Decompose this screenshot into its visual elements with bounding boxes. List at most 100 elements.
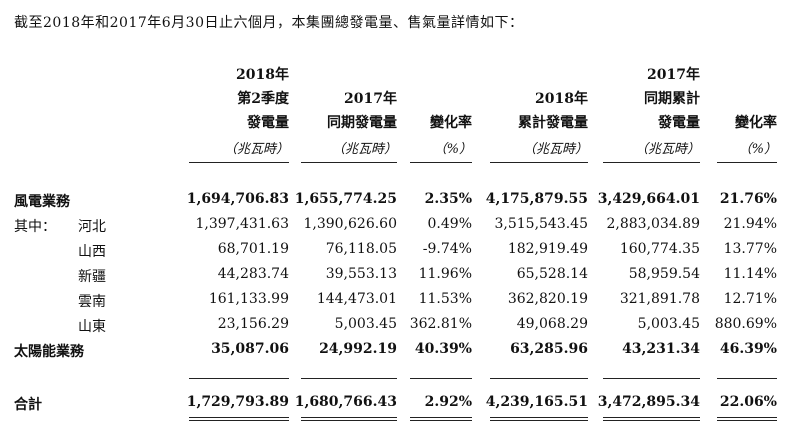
- header-rule-c2: [301, 162, 397, 163]
- cell-xinjiang-c6: 11.14%: [723, 266, 777, 282]
- cell-shandong-c3: 362.81%: [409, 316, 472, 332]
- table-row-xinjiang: 新疆 44,283.74 39,553.13 11.96% 65,528.14 …: [0, 266, 800, 288]
- cell-xinjiang-c1: 44,283.74: [217, 266, 289, 282]
- header-rule-c4: [490, 162, 588, 163]
- header-rule-c6: [717, 162, 777, 163]
- header-rule-c1: [189, 162, 289, 163]
- cell-shanxi-c3: -9.74%: [422, 241, 472, 257]
- cell-yunnan-c1: 161,133.99: [208, 291, 289, 307]
- cell-xinjiang-c4: 65,528.14: [516, 266, 588, 282]
- cell-hebei-c3: 0.49%: [427, 216, 472, 232]
- cell-xinjiang-c3: 11.96%: [418, 266, 472, 282]
- cell-solar-c6: 46.39%: [719, 341, 777, 357]
- cell-wind-c4: 4,175,879.55: [485, 191, 588, 207]
- total-double-rule-c4b: [490, 420, 588, 421]
- cell-total-c4: 4,239,165.51: [485, 394, 588, 410]
- total-double-rule-c5b: [603, 420, 700, 421]
- total-top-rule-c3: [410, 378, 472, 379]
- cell-shanxi-c4: 182,919.49: [507, 241, 588, 257]
- cell-hebei-c2: 1,390,626.60: [303, 216, 397, 232]
- cell-total-c5: 3,472,895.34: [597, 394, 700, 410]
- total-double-rule-c3b: [410, 420, 472, 421]
- unit-c1: （兆瓦時）: [223, 142, 289, 157]
- cell-yunnan-c4: 362,820.19: [507, 291, 588, 307]
- row-label-hebei: 河北: [78, 219, 106, 235]
- cell-shandong-c4: 49,068.29: [516, 316, 588, 332]
- header-c5-line1: 2017年: [647, 67, 700, 83]
- intro-text: 截至2018年和2017年6月30日止六個月，本集團總發電量、售氣量詳情如下：: [14, 15, 524, 31]
- cell-wind-c2: 1,655,774.25: [294, 191, 397, 207]
- total-top-rule-c2: [301, 378, 397, 379]
- cell-solar-c1: 35,087.06: [211, 341, 289, 357]
- header-c2-line1: 2017年: [344, 91, 397, 107]
- cell-total-c2: 1,680,766.43: [294, 394, 397, 410]
- header-c5-line2: 同期累計: [644, 91, 700, 107]
- table-row-shanxi: 山西 68,701.19 76,118.05 -9.74% 182,919.49…: [0, 241, 800, 263]
- header-c3-line1: 變化率: [430, 115, 472, 131]
- cell-shanxi-c5: 160,774.35: [619, 241, 700, 257]
- cell-total-c1: 1,729,793.89: [186, 394, 289, 410]
- cell-xinjiang-c5: 58,959.54: [628, 266, 700, 282]
- total-double-rule-c4a: [490, 417, 588, 418]
- cell-hebei-c6: 21.94%: [723, 216, 777, 232]
- table-row-total: 合計 1,729,793.89 1,680,766.43 2.92% 4,239…: [0, 394, 800, 416]
- row-label-xinjiang: 新疆: [78, 269, 106, 285]
- cell-solar-c5: 43,231.34: [622, 341, 700, 357]
- header-c5-line3: 發電量: [658, 115, 700, 131]
- cell-shandong-c1: 23,156.29: [217, 316, 289, 332]
- total-top-rule-c1: [189, 378, 289, 379]
- cell-shandong-c6: 880.69%: [714, 316, 777, 332]
- total-top-rule-c5: [603, 378, 700, 379]
- cell-hebei-c4: 3,515,543.45: [494, 216, 588, 232]
- total-double-rule-c1a: [189, 417, 289, 418]
- header-c4-line1: 2018年: [535, 91, 588, 107]
- cell-solar-c2: 24,992.19: [319, 341, 397, 357]
- table-row-hebei: 其中： 河北 1,397,431.63 1,390,626.60 0.49% 3…: [0, 216, 800, 238]
- row-label-solar: 太陽能業務: [14, 344, 84, 360]
- cell-hebei-c1: 1,397,431.63: [195, 216, 289, 232]
- row-label-yunnan: 雲南: [78, 294, 106, 310]
- table-row-solar: 太陽能業務 35,087.06 24,992.19 40.39% 63,285.…: [0, 341, 800, 363]
- cell-total-c6: 22.06%: [719, 394, 777, 410]
- header-c1-line2: 第2季度: [237, 91, 289, 107]
- table-row-shandong: 山東 23,156.29 5,003.45 362.81% 49,068.29 …: [0, 316, 800, 338]
- row-label-wind: 風電業務: [14, 194, 70, 210]
- header-rule-c5: [603, 162, 700, 163]
- unit-c2: （兆瓦時）: [331, 142, 397, 157]
- row-label-shandong: 山東: [78, 319, 106, 335]
- header-c1-line3: 發電量: [247, 115, 289, 131]
- cell-wind-c6: 21.76%: [719, 191, 777, 207]
- total-double-rule-c1b: [189, 420, 289, 421]
- total-double-rule-c3a: [410, 417, 472, 418]
- header-c2-line2: 同期發電量: [327, 115, 397, 131]
- total-double-rule-c2a: [301, 417, 397, 418]
- cell-shandong-c5: 5,003.45: [637, 316, 700, 332]
- unit-c6: （%）: [738, 142, 777, 157]
- row-prefix-of-which: 其中：: [14, 219, 56, 235]
- cell-xinjiang-c2: 39,553.13: [325, 266, 397, 282]
- row-label-total: 合計: [14, 397, 42, 413]
- cell-wind-c5: 3,429,664.01: [597, 191, 700, 207]
- header-rule-c3: [410, 162, 472, 163]
- total-double-rule-c6b: [717, 420, 777, 421]
- header-c4-line2: 累計發電量: [518, 115, 588, 131]
- header-c1-line1: 2018年: [236, 67, 289, 83]
- unit-c4: （兆瓦時）: [522, 142, 588, 157]
- cell-solar-c3: 40.39%: [414, 341, 472, 357]
- cell-solar-c4: 63,285.96: [510, 341, 588, 357]
- table-row-wind: 風電業務 1,694,706.83 1,655,774.25 2.35% 4,1…: [0, 191, 800, 213]
- row-label-shanxi: 山西: [78, 244, 106, 260]
- unit-c3: （%）: [433, 142, 472, 157]
- total-top-rule-c6: [717, 378, 777, 379]
- cell-shanxi-c2: 76,118.05: [325, 241, 397, 257]
- total-double-rule-c2b: [301, 420, 397, 421]
- cell-shanxi-c1: 68,701.19: [217, 241, 289, 257]
- cell-yunnan-c5: 321,891.78: [619, 291, 700, 307]
- cell-yunnan-c6: 12.71%: [723, 291, 777, 307]
- cell-yunnan-c2: 144,473.01: [316, 291, 397, 307]
- table-row-yunnan: 雲南 161,133.99 144,473.01 11.53% 362,820.…: [0, 291, 800, 313]
- header-c6-line1: 變化率: [735, 115, 777, 131]
- total-top-rule-c4: [490, 378, 588, 379]
- cell-shanxi-c6: 13.77%: [723, 241, 777, 257]
- unit-c5: （兆瓦時）: [634, 142, 700, 157]
